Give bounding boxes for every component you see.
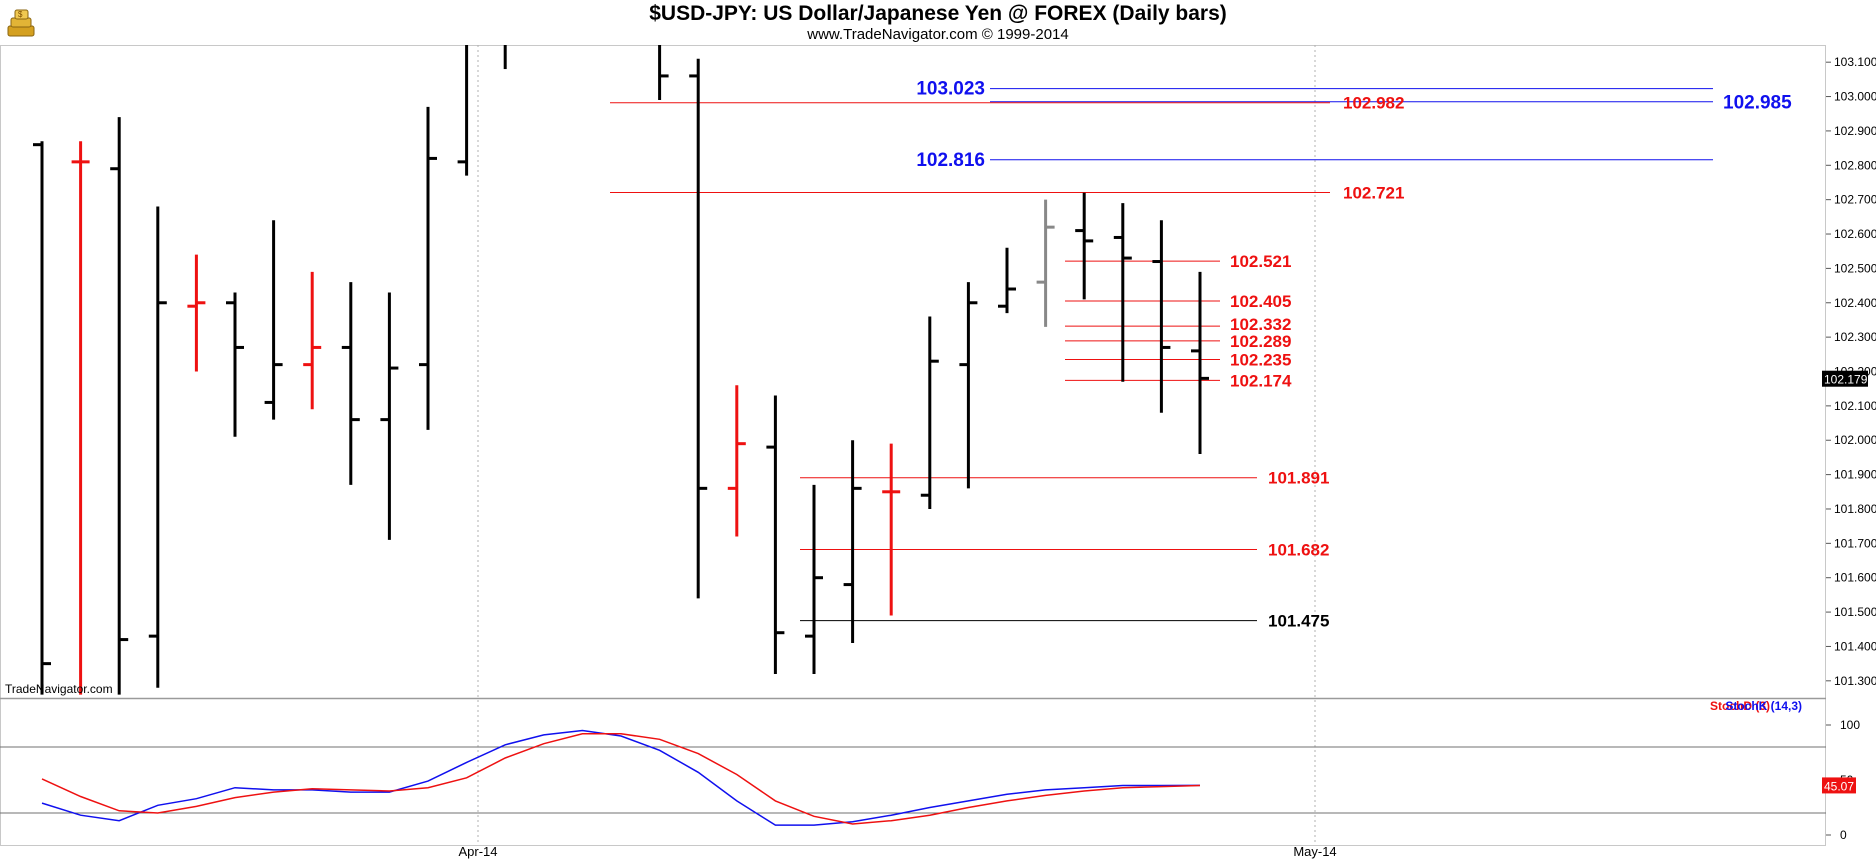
level-label: 102.174 [1230, 371, 1292, 390]
level-label: 102.405 [1230, 292, 1291, 311]
legend-stochk: StochK (14,3) [1725, 699, 1802, 713]
stoch-last-badge [1822, 777, 1856, 794]
stoch-last-label: 45.07 [1824, 779, 1854, 793]
y-tick-label: 102.700 [1834, 193, 1876, 207]
y-tick-label: 101.300 [1834, 674, 1876, 688]
legend-stochd: StochD (3) [1710, 699, 1770, 713]
level-label: 102.985 [1723, 93, 1792, 114]
y-tick-label: 103.000 [1834, 90, 1876, 104]
chart-title: $USD-JPY: US Dollar/Japanese Yen @ FOREX… [649, 2, 1227, 25]
level-label: 102.816 [916, 150, 985, 171]
y-tick-label: 102.800 [1834, 158, 1876, 172]
level-label: 102.521 [1230, 252, 1291, 271]
level-label: 102.289 [1230, 332, 1291, 351]
y-tick-label: 102.100 [1834, 399, 1876, 413]
y-tick-label: 101.900 [1834, 468, 1876, 482]
y-tick-label: 102.500 [1834, 261, 1876, 275]
level-label: 101.891 [1268, 469, 1329, 488]
x-axis-label: May-14 [1293, 844, 1336, 859]
level-label: 102.332 [1230, 315, 1291, 334]
stoch-y-tick-label: 100 [1840, 718, 1860, 732]
y-tick-label: 102.600 [1834, 227, 1876, 241]
trade-navigator-logo-icon: $ [2, 2, 44, 44]
level-label: 101.475 [1268, 612, 1329, 631]
y-tick-label: 101.700 [1834, 536, 1876, 550]
watermark-text: TradeNavigator.com [5, 682, 113, 696]
level-label: 102.235 [1230, 350, 1291, 369]
last-price-label: 102.179 [1824, 373, 1868, 387]
stoch-y-tick-label: 0 [1840, 828, 1847, 842]
y-tick-label: 102.900 [1834, 124, 1876, 138]
y-tick-label: 101.400 [1834, 639, 1876, 653]
level-label: 101.682 [1268, 541, 1329, 560]
y-tick-label: 101.800 [1834, 502, 1876, 516]
y-tick-label: 102.000 [1834, 433, 1876, 447]
y-tick-label: 101.600 [1834, 571, 1876, 585]
y-tick-label: 101.500 [1834, 605, 1876, 619]
level-label: 102.721 [1343, 183, 1404, 202]
y-tick-label: 102.400 [1834, 296, 1876, 310]
x-axis-label: Apr-14 [458, 844, 497, 859]
svg-text:$: $ [18, 10, 23, 19]
level-label: 103.023 [916, 79, 985, 100]
y-tick-label: 102.300 [1834, 330, 1876, 344]
stoch-series-line [41, 729, 1201, 826]
chart-subtitle: www.TradeNavigator.com © 1999-2014 [807, 26, 1069, 43]
stoch-series-line [41, 733, 1201, 825]
plot-frame [0, 45, 1826, 846]
level-label: 102.982 [1343, 94, 1404, 113]
last-price-badge [1822, 370, 1868, 387]
y-tick-label: 103.100 [1834, 55, 1876, 69]
